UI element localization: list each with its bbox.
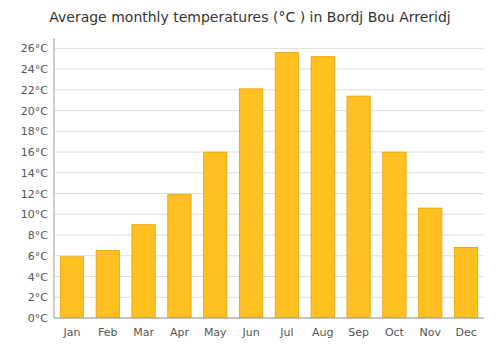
x-tick-label: Jun [241,326,259,339]
grid-line [54,318,484,319]
y-tick-label: 4°C [28,271,48,284]
y-tick-label: 22°C [21,84,48,97]
grid-line [54,131,484,132]
grid-line [54,110,484,111]
bar [168,195,191,318]
chart: Average monthly temperatures (°C ) in Bo… [0,0,500,350]
y-tick-label: 0°C [28,312,48,325]
y-tick-label: 12°C [21,188,48,201]
grid-line [54,69,484,70]
title: Average monthly temperatures (°C ) in Bo… [49,9,451,25]
grid-line [54,48,484,49]
y-tick-label: 18°C [21,125,48,138]
bar [132,225,155,318]
grid-line [54,193,484,194]
bar [204,152,227,318]
bar [60,257,83,318]
bar [96,251,119,318]
y-tick-label: 2°C [28,291,48,304]
bar [383,152,406,318]
bar [419,208,442,318]
x-tick-label: Nov [420,326,442,339]
y-tick-label: 26°C [21,42,48,55]
y-tick-label: 20°C [21,105,48,118]
y-axis: 0°C 2°C 4°C 6°C 8°C 10°C 12°C 14°C 16°C 18°C 20°C 2… [21,38,484,325]
y-tick-label: 8°C [28,229,48,242]
y-tick-label: 6°C [28,250,48,263]
grid-line [54,172,484,173]
y-tick-label: 16°C [21,146,48,159]
x-tick-label: Sep [348,326,369,339]
bar [275,53,298,318]
x-tick-label: Oct [385,326,405,339]
x-tick-label: Aug [312,326,333,339]
x-tick-label: Mar [133,326,154,339]
x-tick-label: Jan [62,326,80,339]
bar [239,89,262,318]
x-axis: Jan Feb Mar Apr May Jun Jul Aug Sep Oct Nov Dec [54,318,484,339]
bar [454,247,477,318]
x-axis-line [54,318,484,319]
x-tick-label: Apr [170,326,190,339]
x-tick-label: Feb [98,326,117,339]
x-tick-label: May [204,326,227,339]
bar [347,96,370,318]
y-axis-line [54,38,55,318]
x-tick-label: Dec [455,326,476,339]
grid-line [54,89,484,90]
y-tick-label: 14°C [21,167,48,180]
grid-line [54,152,484,153]
bars [60,53,477,318]
y-tick-label: 24°C [21,63,48,76]
x-tick-label: Jul [279,326,293,339]
bar [311,57,334,318]
y-tick-label: 10°C [21,208,48,221]
